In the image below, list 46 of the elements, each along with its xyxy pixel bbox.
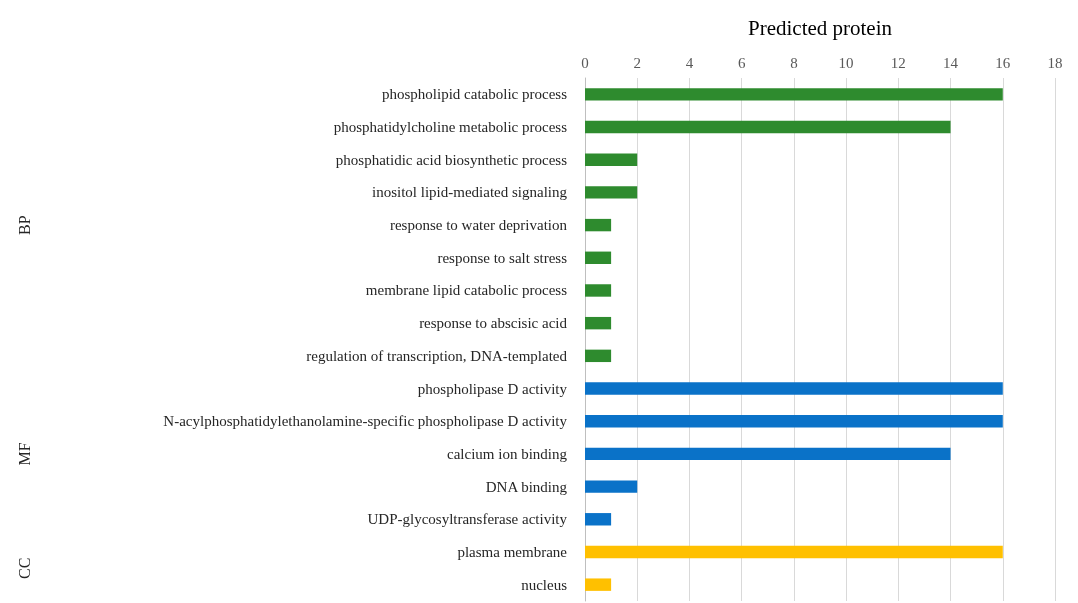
y-tick-label: phosphatidic acid biosynthetic process: [335, 151, 568, 168]
x-tick-label: 4: [685, 54, 694, 71]
x-tick-label: 10: [838, 54, 854, 71]
text: CC: [15, 557, 33, 579]
bar: [585, 120, 951, 134]
bar: [585, 382, 1003, 395]
y-tick-label: nucleus: [521, 576, 568, 593]
x-tick-label: 16: [995, 54, 1011, 71]
x-tick-label: 6: [737, 54, 746, 71]
bar: [585, 480, 638, 493]
bar: [585, 513, 612, 526]
y-tick-label: plasma membrane: [457, 543, 568, 560]
x-tick-label: 2: [633, 54, 641, 71]
x-tick-label: 8: [790, 54, 798, 71]
bar: [585, 251, 612, 264]
y-tick-label: N-acylphosphatidylethanolamine-specific phospholipase D activity: [163, 413, 568, 430]
x-tick-label: 12: [890, 54, 906, 71]
y-tick-label: response to salt stress: [437, 249, 568, 266]
y-tick-label: phosphatidylcholine metabolic process: [333, 119, 568, 136]
bar: [585, 578, 612, 591]
y-tick-label: calcium ion binding: [447, 445, 568, 462]
y-tick-label: phospholipase D activity: [417, 380, 568, 397]
bar: [585, 186, 638, 199]
y-tick-label: response to water deprivation: [389, 217, 568, 234]
y-tick-label: UDP-glycosyltransferase activity: [367, 511, 568, 528]
bar: [585, 218, 612, 232]
y-tick-label: response to abscisic acid: [419, 315, 568, 332]
text: MF: [15, 442, 33, 466]
bar: [585, 284, 612, 297]
x-axis-title: Predicted protein: [747, 15, 893, 40]
bar: [585, 88, 1003, 101]
y-tick-label: regulation of transcription, DNA-templated: [306, 347, 568, 364]
text: BP: [15, 215, 33, 235]
bar: [585, 415, 1003, 428]
bar: [585, 545, 1003, 559]
bar: [585, 153, 638, 166]
bar: [585, 447, 951, 461]
y-tick-label: DNA binding: [485, 478, 568, 495]
y-tick-label: membrane lipid catabolic process: [365, 282, 568, 299]
bar: [585, 349, 612, 363]
x-tick-label: 14: [943, 54, 959, 71]
y-tick-label: inositol lipid-mediated signaling: [372, 184, 568, 201]
bar: [585, 316, 612, 330]
x-tick-label: 18: [1047, 54, 1063, 71]
y-tick-label: phospholipid catabolic process: [382, 86, 568, 103]
x-tick-label: 0: [581, 54, 589, 71]
